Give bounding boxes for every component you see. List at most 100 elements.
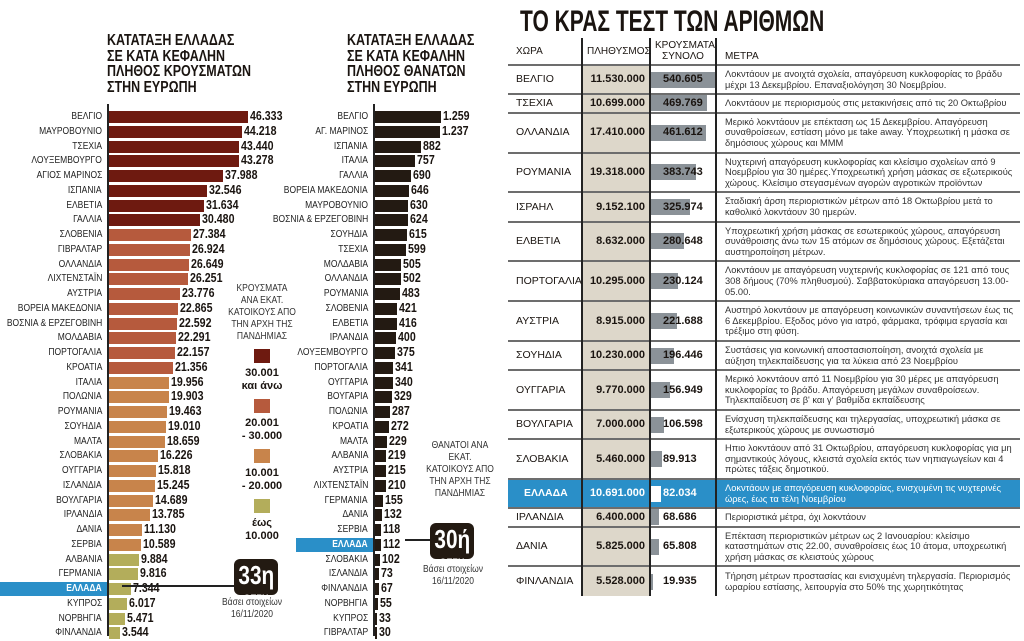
- cases-bar: [651, 164, 697, 181]
- country-cell: ΙΣΡΑΗΛ: [508, 191, 582, 222]
- population-cell: 10.699.000: [581, 93, 651, 113]
- country-cell: ΕΛΒΕΤΙΑ: [508, 220, 582, 262]
- bar-row: ΑΥΣΤΡΙΑ: [296, 464, 373, 478]
- col-measures: ΜΕΤΡΑ: [715, 38, 1020, 65]
- cases-cell: 230.124: [650, 260, 716, 302]
- cases-cell: 89.913: [650, 438, 716, 479]
- bar-value: 18.659: [166, 433, 200, 448]
- measures-cell: Λοκντάουν με απαγόρευση κυκλοφορίας, ενι…: [715, 477, 1020, 509]
- bar-label: ΣΛΟΒΕΝΙΑ: [59, 229, 102, 240]
- bar-row: ΡΟΥΜΑΝΙΑ: [0, 405, 107, 419]
- bar-label: ΣΛΟΒΑΚΙΑ: [325, 553, 368, 565]
- bar-label: ΙΡΛΑΝΔΙΑ: [329, 332, 368, 344]
- bar: [375, 184, 409, 197]
- bar-label: ΙΤΑΛΙΑ: [75, 376, 102, 388]
- country-cell: ΙΡΛΑΝΔΙΑ: [508, 507, 582, 527]
- bar: [375, 125, 440, 138]
- bar-value: 19.956: [170, 374, 204, 389]
- cases-cell: 82.034: [650, 477, 716, 509]
- deaths-source: Βάσει στοιχείων 16/11/2020: [422, 564, 484, 587]
- bar-label: ΒΕΛΓΙΟ: [71, 111, 102, 122]
- legend-item: έως 10.000: [222, 499, 302, 543]
- bar-row: ΕΛΒΕΤΙΑ: [296, 317, 373, 331]
- cases-cell: 196.446: [650, 339, 716, 371]
- bar: [109, 125, 242, 138]
- bar-row: ΙΣΠΑΝΙΑ: [296, 140, 373, 154]
- bar-value: 6.017: [129, 595, 156, 610]
- legend-item: 20.001- 30.000: [222, 399, 302, 443]
- bar-label: ΚΥΠΡΟΣ: [66, 597, 102, 609]
- bar-row: ΓΙΒΡΑΛΤΑΡ: [0, 243, 107, 257]
- country-cell: ΑΥΣΤΡΙΑ: [508, 300, 582, 341]
- cases-cell: 325.974: [650, 191, 716, 222]
- cases-value: 230.124: [663, 274, 703, 287]
- bar-value: 30.480: [202, 212, 235, 227]
- cases-value: 280.648: [663, 235, 703, 248]
- bar-label: ΑΥΣΤΡΙΑ: [333, 465, 368, 476]
- bar-label: ΣΕΡΒΙΑ: [337, 524, 368, 535]
- bar-label: ΒΟΥΛΓΑΡΙΑ: [55, 494, 102, 506]
- bar-row: ΙΤΑΛΙΑ: [0, 376, 107, 390]
- bar-value: 229: [389, 433, 407, 448]
- cases-chart: ΒΕΛΓΙΟ 46.333 ΜΑΥΡΟΒΟΥΝΙΟ 44.218 ΤΣΕΧΙΑ 43.44…: [0, 0, 282, 640]
- bar-value: 502: [403, 271, 422, 286]
- bar: [375, 243, 407, 256]
- bar: [109, 170, 223, 182]
- bar-value: 690: [413, 168, 431, 182]
- legend-label: 20.001: [245, 417, 279, 429]
- cases-value: 65.808: [663, 540, 697, 553]
- bar-label: ΓΑΛΛΙΑ: [339, 170, 368, 181]
- bar-value: 46.333: [250, 109, 283, 123]
- bar-label: ΕΛΒΕΤΙΑ: [332, 317, 368, 329]
- bar-label: ΒΟΣΝΙΑ & ΕΡΖΕΓΟΒΙΝΗ: [272, 214, 368, 226]
- greece-connector-line: [405, 539, 431, 541]
- bar: [109, 465, 157, 477]
- bar-value: 9.816: [140, 566, 168, 581]
- bar: [375, 229, 408, 241]
- country-cell: ΣΛΟΒΑΚΙΑ: [508, 438, 582, 479]
- bar: [375, 258, 402, 271]
- bar-label: ΚΥΠΡΟΣ: [332, 612, 368, 624]
- deaths-chart-title: ΚΑΤΑΤΑΞΗ ΕΛΛΑΔΑΣ ΣΕ ΚΑΤΑ ΚΕΦΑΛΗΝ ΠΛΗΘΟΣ ΘΑ…: [347, 32, 475, 96]
- bar-row: ΙΡΛΑΝΔΙΑ: [0, 508, 107, 522]
- cases-value: 221.688: [663, 314, 703, 327]
- population-cell: 8.632.000: [581, 220, 651, 262]
- table-row: ΟΛΛΑΝΔΙΑ 17.410.000 461.612 Μερικό λοκντάου…: [508, 111, 1020, 153]
- bar-value: 5.471: [127, 610, 154, 625]
- bar-label: ΓΙΒΡΑΛΤΑΡ: [323, 627, 368, 639]
- bar-value: 55: [379, 595, 392, 610]
- bar-value: 341: [394, 359, 413, 374]
- bar-row: ΣΕΡΒΙΑ: [296, 523, 373, 537]
- bar-label: ΓΑΛΛΙΑ: [73, 214, 102, 226]
- country-cell: ΔΑΝΙΑ: [508, 525, 582, 567]
- bar-label: ΠΟΡΤΟΓΑΛΙΑ: [48, 347, 102, 358]
- bar-row: ΝΟΡΒΗΓΙΑ: [0, 612, 107, 626]
- cases-axis: [107, 104, 109, 636]
- bar-value: 624: [409, 212, 428, 227]
- bar-row: ΚΥΠΡΟΣ: [296, 612, 373, 626]
- country-cell: ΠΟΡΤΟΓΑΛΙΑ: [508, 260, 582, 302]
- table-row: ΟΥΓΓΑΡΙΑ 9.770.000 156.949 Μερικό λοκντάουν…: [508, 369, 1020, 410]
- bar-row: ΠΟΛΩΝΙΑ: [296, 405, 373, 419]
- population-cell: 5.460.000: [581, 438, 651, 479]
- measures-cell: Ενίσχυση τηλεκπαίδευσης και τηλεργασίας,…: [715, 408, 1020, 440]
- legend-item: 30.001 και άνω: [222, 349, 302, 393]
- bar: [109, 420, 167, 433]
- bar-value: 882: [423, 138, 441, 153]
- country-cell: ΣΟΥΗΔΙΑ: [508, 339, 582, 371]
- measures-cell: Λοκντάουν με απαγόρευση νυχτερινής κυκλο…: [715, 260, 1020, 302]
- bar-label: ΙΣΠΑΝΙΑ: [334, 140, 368, 152]
- bar-label: ΣΕΡΒΙΑ: [71, 538, 102, 550]
- bar: [109, 184, 207, 197]
- bar-label: ΒΟΡΕΙΑ ΜΑΚΕΔΟΝΙΑ: [18, 302, 102, 314]
- bar-row: ΣΟΥΗΔΙΑ: [296, 228, 373, 242]
- cases-cell: 221.688: [650, 300, 716, 341]
- bar-value: 22.865: [179, 300, 213, 315]
- bar-row: ΡΟΥΜΑΝΙΑ: [296, 287, 373, 301]
- table-row: ΑΥΣΤΡΙΑ 8.915.000 221.688 Αυστηρό λοκντάουν…: [508, 300, 1020, 341]
- measures-cell: Υποχρεωτική χρήση μάσκας σε εσωτερικούς …: [715, 220, 1020, 262]
- bar: [375, 420, 390, 433]
- bar-row: ΟΛΛΑΝΔΙΑ: [296, 272, 373, 286]
- country-cell: ΒΕΛΓΙΟ: [508, 63, 582, 95]
- bar-row: ΕΛΛΑΔΑ: [296, 537, 373, 552]
